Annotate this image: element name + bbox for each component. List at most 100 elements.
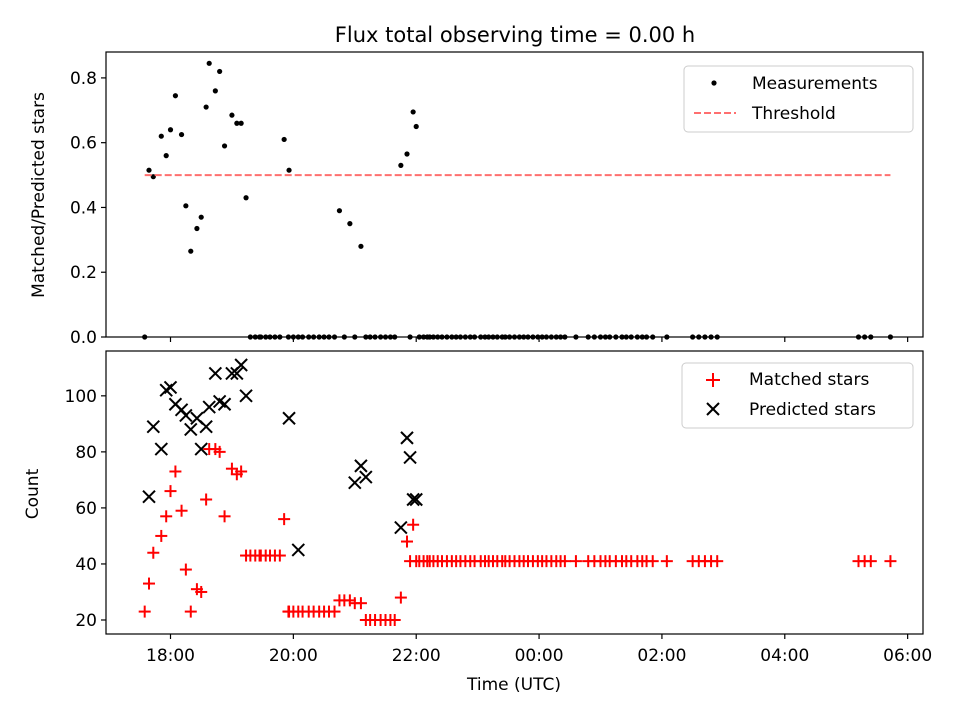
measurement-point (347, 221, 353, 227)
y-tick-label: 40 (75, 555, 97, 575)
legend-predicted-marker (706, 402, 720, 416)
matched-star-point (711, 555, 724, 568)
predicted-star-point (282, 411, 296, 425)
top-x-ticks (169, 337, 909, 342)
bottom-y-axis-label: Count (23, 468, 43, 519)
matched-star-point (407, 518, 420, 531)
predicted-star-point (403, 450, 417, 465)
matched-star-point (164, 485, 177, 498)
y-tick-label: 80 (75, 443, 97, 463)
bottom-panel: 20 40 60 80 100 18:00 20:00 22:00 00:00 02:00 04:… (23, 350, 932, 695)
matched-star-point (155, 529, 168, 542)
bottom-plot-marks (138, 358, 897, 626)
measurement-point (167, 127, 174, 133)
predicted-star-point (234, 358, 248, 372)
matched-star-point (138, 605, 151, 618)
y-tick-label: 0.6 (70, 134, 97, 154)
legend-matched-label: Matched stars (749, 370, 869, 390)
y-tick-label: 100 (65, 387, 97, 407)
y-tick-label: 0.4 (70, 198, 97, 218)
x-tick-label: 04:00 (760, 646, 809, 666)
measurement-point (158, 133, 164, 139)
predicted-star-point (291, 543, 305, 557)
matched-star-point (660, 555, 673, 568)
measurement-point (163, 153, 169, 159)
y-tick-label: 60 (75, 499, 97, 519)
predicted-star-point (354, 459, 368, 473)
predicted-star-point (202, 400, 216, 414)
x-tick-label: 22:00 (392, 646, 441, 666)
x-tick-label: 06:00 (883, 646, 932, 666)
top-panel: 0.00.20.40.60.8 Matched/Predicted stars … (29, 51, 924, 348)
measurement-point (234, 120, 240, 126)
measurement-point (413, 123, 419, 130)
predicted-star-point (199, 419, 213, 434)
top-legend: Measurements Threshold (683, 65, 914, 133)
top-legend-box (683, 65, 914, 133)
top-y-ticks: 0.0 0.2 0.4 0.6 0.8 (70, 69, 106, 348)
x-tick-label: 02:00 (637, 646, 686, 666)
predicted-star-point (208, 366, 223, 381)
matched-star-point (401, 535, 413, 548)
measurement-point (410, 109, 416, 115)
bottom-x-ticks: 18:00 20:00 22:00 00:00 02:00 04:00 06:00 (146, 634, 932, 666)
x-tick-label: 00:00 (515, 646, 564, 666)
predicted-star-point (348, 475, 362, 490)
matched-star-point (388, 613, 401, 626)
bottom-axes-frame (105, 350, 924, 635)
measurement-point (221, 143, 228, 149)
y-tick-label: 0.2 (70, 263, 97, 283)
bottom-legend: Matched stars Predicted stars (681, 362, 914, 429)
matched-star-point (864, 555, 877, 568)
matched-star-point (394, 591, 407, 604)
measurement-point (194, 225, 200, 232)
measurement-point (183, 203, 189, 209)
matched-star-point (175, 504, 188, 517)
measurement-point (198, 214, 204, 220)
matched-star-point (646, 555, 659, 568)
matched-star-point (195, 585, 208, 598)
matched-star-point (218, 510, 231, 523)
y-tick-label: 0.0 (70, 328, 97, 348)
bottom-legend-box (681, 362, 914, 429)
measurement-point (229, 112, 235, 118)
measurement-point (398, 162, 404, 168)
predicted-star-point (230, 366, 244, 381)
matched-star-point (179, 563, 192, 576)
predicted-star-point (359, 470, 373, 484)
matched-star-point (558, 555, 571, 568)
predicted-star-point (217, 397, 232, 411)
measurement-point (358, 243, 364, 249)
x-tick-label: 18:00 (146, 646, 195, 666)
y-tick-label: 20 (75, 611, 97, 631)
matched-star-point (213, 445, 226, 458)
matched-star-point (354, 597, 367, 610)
y-tick-label: 0.8 (70, 69, 97, 89)
predicted-star-point (142, 489, 156, 504)
measurement-point (146, 167, 152, 173)
predicted-star-point (239, 389, 253, 403)
measurement-point (404, 151, 410, 157)
matched-star-point (147, 546, 160, 559)
measurement-point (286, 167, 292, 173)
measurement-point (281, 136, 287, 143)
legend-measurements-marker (711, 80, 717, 86)
matched-star-point (184, 605, 197, 618)
matched-star-point (160, 510, 173, 523)
predicted-star-point (146, 419, 161, 434)
measurement-point (188, 248, 194, 254)
matched-star-point (200, 493, 213, 506)
measurement-point (238, 120, 244, 126)
predicted-star-point (163, 380, 178, 395)
x-tick-label: 20:00 (269, 646, 318, 666)
matched-star-point (169, 465, 182, 478)
measurement-point (206, 60, 212, 66)
predicted-star-point (400, 431, 414, 445)
top-axes-frame (105, 51, 924, 338)
top-y-axis-label: Matched/Predicted stars (29, 92, 49, 298)
measurement-point (172, 93, 179, 99)
x-axis-label: Time (UTC) (466, 675, 561, 695)
measurement-point (150, 174, 156, 180)
measurement-point (336, 208, 343, 214)
